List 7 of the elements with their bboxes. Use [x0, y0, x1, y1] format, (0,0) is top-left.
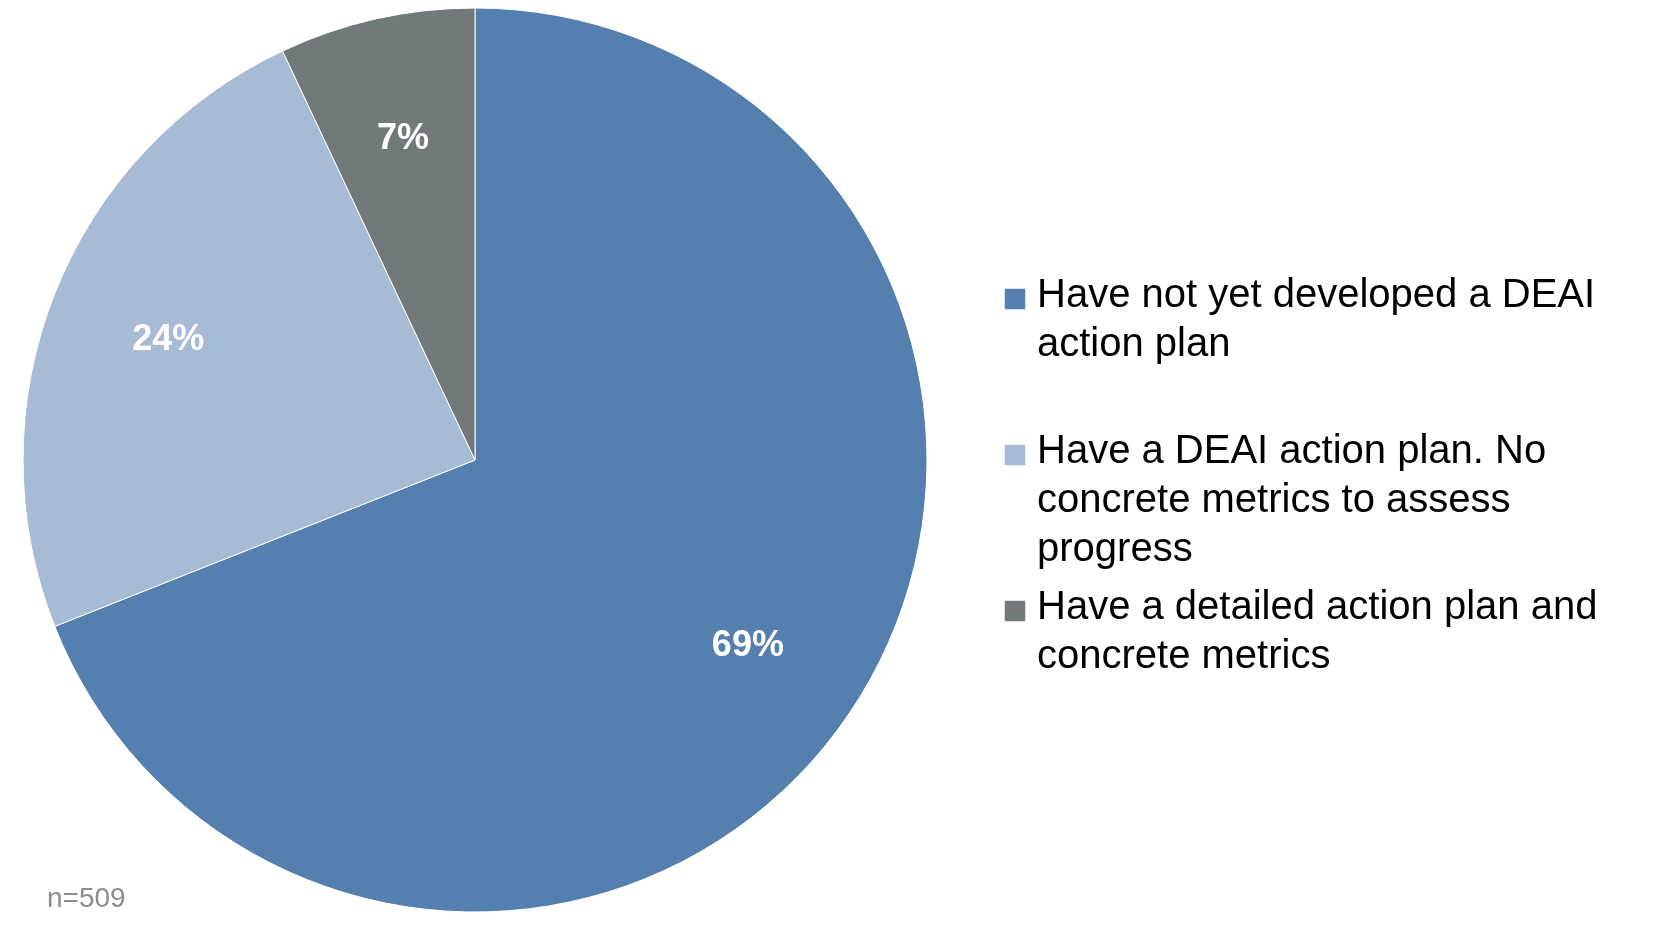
legend-label: Have a DEAI action plan. No concrete metrics to assess progress	[1037, 427, 1547, 569]
legend-label: Have a detailed action plan and concrete metrics	[1037, 583, 1598, 676]
legend-label: Have not yet developed a DEAI action plan	[1037, 271, 1596, 364]
data-label: 7%	[377, 115, 430, 157]
data-label: 69%	[711, 623, 784, 665]
text: n=509	[47, 882, 126, 913]
data-label: 24%	[132, 316, 205, 358]
